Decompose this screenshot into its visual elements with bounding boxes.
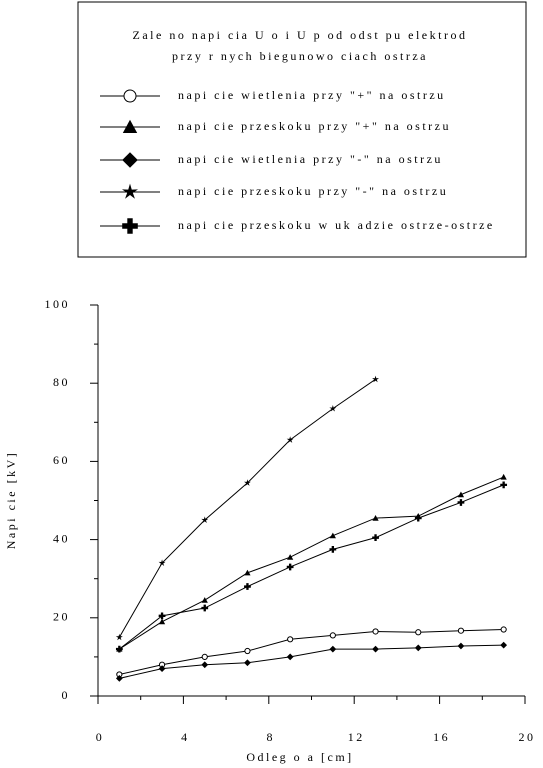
x-axis-label: Odleg o a [cm] xyxy=(246,750,353,764)
data-point xyxy=(115,633,123,641)
data-point xyxy=(457,627,465,634)
data-point xyxy=(158,612,166,620)
legend-marker xyxy=(122,218,138,234)
data-point xyxy=(414,644,422,652)
legend-marker xyxy=(123,89,137,103)
y-axis-label: Napi cie [kV] xyxy=(4,451,18,549)
legend-label: napi cie przeskoku w uk adzie ostrze-ost… xyxy=(178,218,495,232)
data-point xyxy=(286,436,294,443)
data-point xyxy=(372,534,379,542)
data-point xyxy=(457,642,465,650)
y-tick-label: 0 xyxy=(62,688,71,702)
series-line xyxy=(118,378,376,638)
y-tick-label: 80 xyxy=(53,375,70,389)
x-tick-label: 4 xyxy=(181,730,190,744)
chart-title: Zale no napi cia U o i U p od odst pu el… xyxy=(133,28,468,42)
x-tick-label: 20 xyxy=(519,730,536,744)
data-point xyxy=(329,632,336,639)
data-point xyxy=(244,583,251,590)
y-tick-label: 100 xyxy=(45,297,71,311)
data-point xyxy=(457,499,465,506)
data-point xyxy=(372,645,379,653)
data-point xyxy=(244,569,251,576)
legend-marker xyxy=(122,119,138,133)
data-point xyxy=(500,481,508,489)
data-point xyxy=(457,491,465,498)
legend-marker xyxy=(122,152,138,168)
data-point xyxy=(414,514,422,522)
data-point xyxy=(201,604,209,612)
series-line xyxy=(119,629,504,675)
data-point xyxy=(115,645,123,653)
legend-label: napi cie wietlenia przy "-" na ostrzu xyxy=(178,152,443,166)
data-point xyxy=(500,641,508,649)
data-point xyxy=(158,618,166,625)
data-point xyxy=(244,647,251,655)
x-tick-label: 0 xyxy=(96,730,105,744)
data-point xyxy=(201,661,209,669)
y-tick-label: 20 xyxy=(53,610,70,624)
series-line xyxy=(119,484,504,650)
data-point xyxy=(500,473,507,480)
data-point xyxy=(158,559,166,567)
chart-subtitle: przy r nych biegunowo ciach ostrza xyxy=(172,49,428,63)
legend-label: napi cie wietlenia przy "+" na ostrzu xyxy=(178,88,446,102)
data-point xyxy=(415,629,422,636)
series-line xyxy=(119,476,504,650)
data-point xyxy=(201,653,208,661)
data-point xyxy=(329,404,337,412)
data-point xyxy=(372,628,379,635)
series-line xyxy=(119,644,504,679)
data-point xyxy=(286,653,294,661)
data-point xyxy=(329,645,337,653)
data-point xyxy=(372,514,379,521)
x-tick-label: 12 xyxy=(348,730,365,744)
x-tick-label: 8 xyxy=(267,730,276,744)
data-point xyxy=(329,545,337,553)
data-point xyxy=(372,375,380,383)
y-tick-label: 40 xyxy=(53,531,70,545)
legend-label: napi cie przeskoku przy "-" na ostrzu xyxy=(178,184,448,198)
data-point xyxy=(329,532,336,539)
data-point xyxy=(243,479,251,486)
data-point xyxy=(244,659,251,667)
data-point xyxy=(287,554,294,560)
data-point xyxy=(201,597,208,603)
data-point xyxy=(500,626,507,633)
data-point xyxy=(115,675,123,682)
data-point xyxy=(201,516,209,523)
x-tick-label: 16 xyxy=(433,730,450,744)
legend-box xyxy=(77,1,527,258)
data-point xyxy=(286,563,294,571)
legend-marker xyxy=(122,183,138,199)
data-point xyxy=(287,636,294,643)
legend-label: napi cie przeskoku przy "+" na ostrzu xyxy=(178,119,451,133)
y-tick-label: 60 xyxy=(53,453,70,467)
data-point xyxy=(158,665,166,673)
